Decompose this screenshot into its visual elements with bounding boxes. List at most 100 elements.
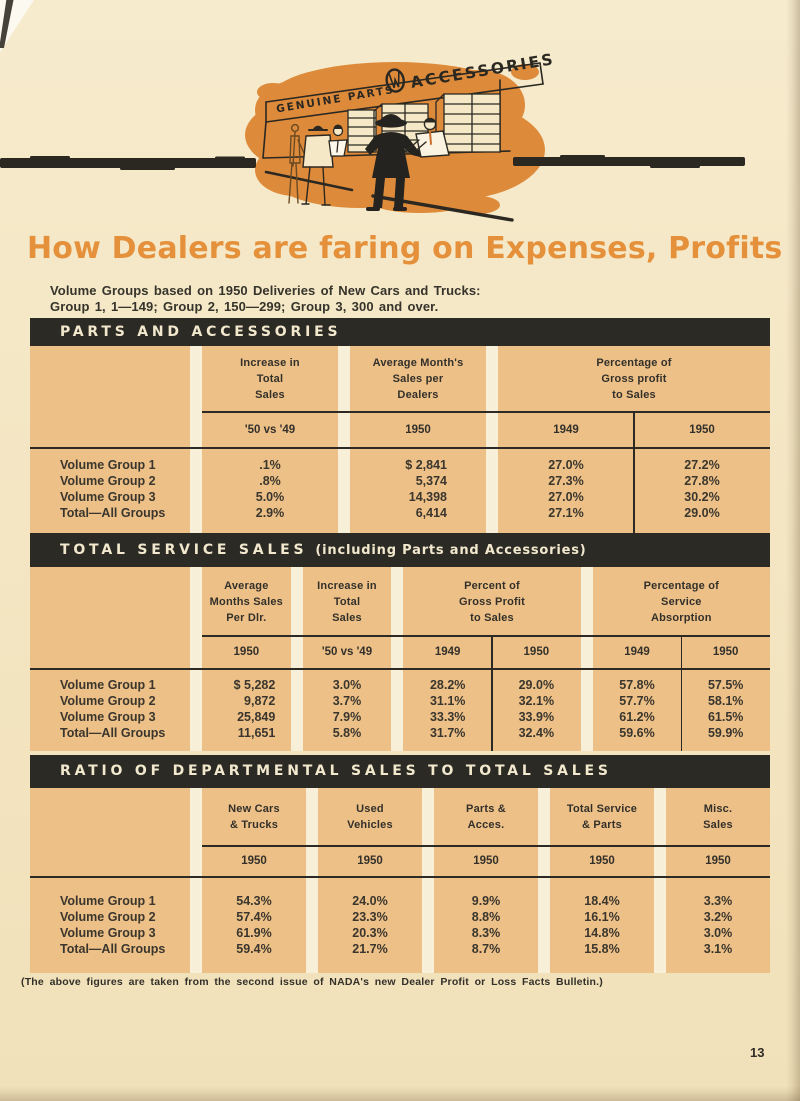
data-row: 9.9%: [434, 893, 538, 909]
data-row: $ 5,282: [202, 677, 291, 693]
data-cell: $ 5,282: [202, 677, 291, 693]
data-row: 57.7% 58.1%: [593, 693, 770, 709]
numeric-value: 14,398: [408, 490, 447, 504]
data-row: 54.3%: [202, 893, 306, 909]
table-header-bar: PARTS AND ACCESSORIES: [30, 318, 770, 346]
data-cell: 14,398: [350, 489, 486, 505]
column-group: Total Service & Parts 1950 18.4% 16.1% 14.8% 1…: [550, 788, 654, 973]
column-group-header-text: Average Months Sales Per Dlr.: [210, 578, 283, 626]
data-cell: 59.6%: [619, 726, 655, 740]
page-number: 13: [750, 1045, 765, 1060]
data-cell: 27.8%: [684, 474, 720, 488]
data-row: 8.3%: [434, 925, 538, 941]
column-subheader: 1950: [241, 855, 267, 867]
data-row: 57.4%: [202, 909, 306, 925]
column-data: $ 5,282 9,872 25,849 11,651: [202, 669, 291, 741]
row-label: Volume Group 1: [60, 678, 156, 692]
data-row: 6,414: [350, 505, 486, 521]
data-row: 27.3% 27.8%: [498, 473, 770, 489]
header-line: Vehicles: [347, 819, 393, 831]
data-cell: 58.1%: [707, 694, 744, 708]
numeric-value: 11,651: [237, 726, 276, 740]
data-cell: 27.0%: [548, 458, 584, 472]
column-data: 9.9% 8.8% 8.3% 8.7%: [434, 877, 538, 957]
parts-shelves: [347, 93, 501, 153]
column-data: $ 2,841 5,374 14,398 6,414: [350, 448, 486, 521]
data-cell: 57.5%: [707, 678, 744, 692]
header-line: Sales per: [392, 373, 444, 385]
column-subheaders: '50 vs '49: [303, 636, 392, 669]
group-divider-line: [633, 412, 635, 533]
column-group: Parts & Acces. 1950 9.9% 8.8% 8.3% 8.7%: [434, 788, 538, 973]
data-row: 3.0%: [666, 925, 770, 941]
column-subheader: 1950: [712, 646, 739, 658]
subheader-rule: [30, 876, 770, 878]
data-cell: 8.8%: [471, 910, 501, 924]
data-row: 15.8%: [550, 941, 654, 957]
column-group-header-text: Increase in Total Sales: [317, 578, 377, 626]
data-row: 24.0%: [318, 893, 422, 909]
data-row: 59.4%: [202, 941, 306, 957]
table-header-bar: TOTAL SERVICE SALES (including Parts and …: [30, 533, 770, 567]
data-row: 21.7%: [318, 941, 422, 957]
header-line: Increase in: [317, 579, 377, 592]
column-data: 54.3% 57.4% 61.9% 59.4%: [202, 877, 306, 957]
data-cell: 27.2%: [684, 458, 720, 472]
column-subheader: 1950: [705, 855, 731, 867]
intro-text: Volume Groups based on 1950 Deliveries o…: [50, 283, 481, 315]
data-cell: .1%: [259, 458, 281, 472]
data-cell: 5,374: [350, 473, 486, 489]
data-cell: 30.2%: [684, 490, 720, 504]
table-body: Volume Group 1 Volume Group 2 Volume Group…: [30, 788, 770, 973]
header-line: Misc.: [703, 803, 733, 815]
header-line: Dealers: [397, 389, 439, 401]
data-cell: 57.4%: [236, 910, 272, 924]
data-cell: 32.4%: [518, 726, 555, 740]
data-cell: 18.4%: [584, 894, 620, 908]
data-row: 27.0% 27.2%: [498, 457, 770, 473]
data-cell: 54.3%: [236, 894, 272, 908]
header-line: Sales: [332, 611, 362, 624]
scan-edge-right: [786, 0, 800, 1101]
data-cell: 57.8%: [619, 678, 655, 692]
header-line: New Cars: [228, 803, 280, 815]
data-row: 14,398: [350, 489, 486, 505]
header-line: Increase in: [240, 357, 300, 369]
data-row: .8%: [202, 473, 338, 489]
scan-edge-bottom: [0, 1086, 800, 1101]
data-row: 11,651: [202, 725, 291, 741]
data-cell: $ 2,841: [350, 457, 486, 473]
row-labels: Volume Group 1 Volume Group 2 Volume Group…: [30, 669, 190, 741]
column-subheaders: '50 vs '49: [202, 412, 338, 448]
data-row: 3.0%: [303, 677, 392, 693]
data-cell: 3.3%: [703, 894, 733, 908]
label-header-space: [30, 788, 190, 877]
numeric-value: $ 5,282: [233, 678, 276, 692]
data-row: 5.0%: [202, 489, 338, 505]
row-label: Total—All Groups: [60, 942, 166, 956]
data-row: 3.1%: [666, 941, 770, 957]
data-cell: 27.3%: [548, 474, 584, 488]
data-cell: 9.9%: [471, 894, 501, 908]
data-cell: 3.1%: [703, 942, 733, 956]
numeric-value: $ 2,841: [405, 458, 447, 472]
data-row: 8.7%: [434, 941, 538, 957]
header-line: to Sales: [470, 611, 514, 624]
header-line: & Trucks: [229, 819, 279, 831]
column-subheader: 1950: [523, 646, 550, 658]
data-row: 27.1% 29.0%: [498, 505, 770, 521]
column-group-header: Parts & Acces.: [434, 788, 538, 846]
data-row: $ 2,841: [350, 457, 486, 473]
column-group-header: Average Month's Sales per Dealers: [350, 346, 486, 412]
subheader-rule: [30, 447, 770, 449]
data-cell: 25,849: [202, 709, 291, 725]
data-cell: 3.0%: [703, 926, 733, 940]
data-cell: 9,872: [202, 693, 291, 709]
table-header-bar: RATIO OF DEPARTMENTAL SALES TO TOTAL SAL…: [30, 755, 770, 788]
header-line: Used: [356, 803, 384, 815]
column-subheaders: 1950: [434, 846, 538, 877]
data-row: 31.7% 32.4%: [403, 725, 580, 741]
data-row: 2.9%: [202, 505, 338, 521]
row-label: Volume Group 3: [60, 710, 156, 724]
column-group-header-text: Percentage of Gross profit to Sales: [596, 355, 671, 403]
